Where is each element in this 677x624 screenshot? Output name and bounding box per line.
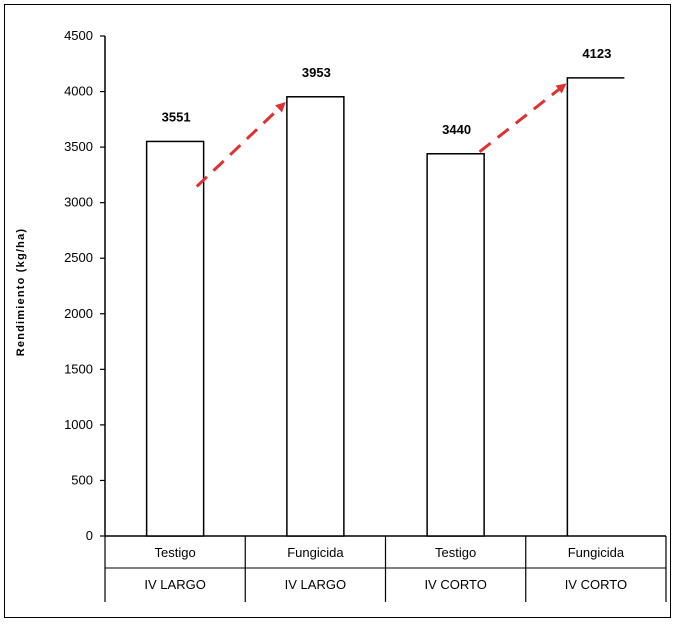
y-tick-label: 4500: [64, 28, 93, 43]
bar: [286, 96, 345, 537]
y-tick-label: 0: [86, 528, 93, 543]
y-tick-label: 4000: [64, 84, 93, 99]
y-tick-label: 1500: [64, 361, 93, 376]
value-label: 3440: [442, 122, 471, 137]
y-tick-label: 2500: [64, 250, 93, 265]
bar: [426, 153, 485, 537]
labels: 0 500 1000 1500 2000 2500 3000 3500 4000 4500 3551…: [64, 28, 627, 592]
y-tick-label: 3500: [64, 139, 93, 154]
y-axis-label: Rendimiento (kg/ha): [15, 228, 27, 357]
value-label: 3953: [302, 65, 331, 80]
bars: [145, 77, 625, 537]
category-group-label: IV CORTO: [565, 577, 627, 592]
bar: [566, 77, 625, 536]
category-treatment-label: Testigo: [155, 545, 196, 560]
category-group-label: IV LARGO: [144, 577, 205, 592]
bar: [145, 140, 205, 537]
y-tick-label: 1000: [64, 417, 93, 432]
arrows: [195, 83, 567, 188]
y-tick-label: 2000: [64, 306, 93, 321]
y-tick-label: 500: [71, 472, 93, 487]
y-tick-label: 3000: [64, 195, 93, 210]
category-treatment-label: Fungicida: [287, 545, 344, 560]
category-group-label: IV CORTO: [424, 577, 486, 592]
improvement-arrow: [195, 102, 286, 188]
category-treatment-label: Fungicida: [568, 545, 625, 560]
category-treatment-label: Testigo: [435, 545, 476, 560]
value-label: 4123: [582, 46, 611, 61]
improvement-arrow: [478, 83, 567, 153]
value-label: 3551: [162, 109, 191, 124]
category-group-label: IV LARGO: [285, 577, 346, 592]
